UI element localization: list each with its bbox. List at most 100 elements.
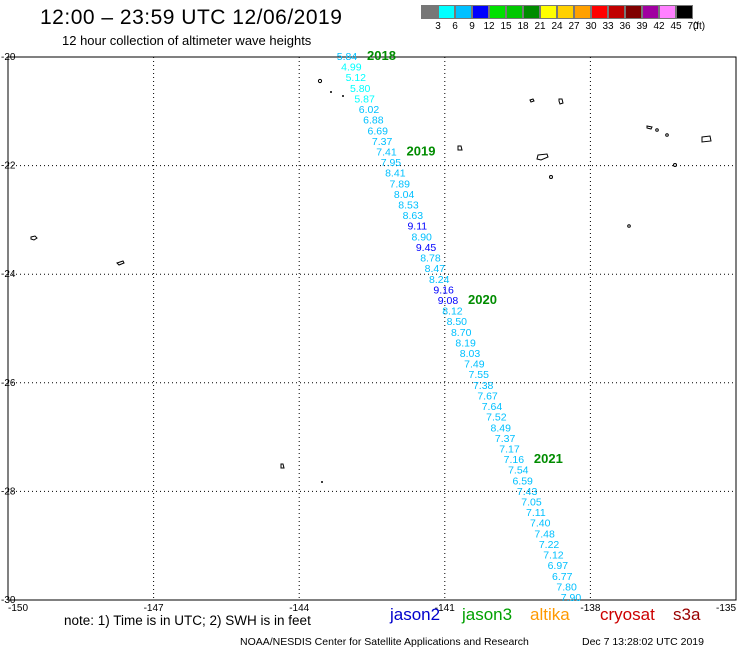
wave-height-value: 7.38 bbox=[473, 380, 494, 392]
wave-height-value: 5.87 bbox=[354, 93, 375, 105]
footer-credit: NOAA/NESDIS Center for Satellite Applica… bbox=[240, 636, 529, 648]
island bbox=[665, 133, 669, 137]
wave-height-value: 7.67 bbox=[477, 390, 498, 402]
wave-height-value: 9.16 bbox=[433, 284, 454, 296]
wave-height-value: 7.80 bbox=[556, 581, 577, 593]
island bbox=[457, 145, 463, 151]
x-tick-label: -150 bbox=[8, 603, 28, 614]
wave-height-value: 8.53 bbox=[398, 200, 419, 212]
island bbox=[549, 175, 553, 179]
footer-timestamp: Dec 7 13:28:02 UTC 2019 bbox=[582, 636, 704, 648]
legend-label: 30 bbox=[585, 21, 597, 32]
wave-height-value: 5.84 bbox=[337, 51, 358, 63]
legend-swatch bbox=[455, 5, 472, 19]
wave-height-value: 7.05 bbox=[521, 497, 542, 509]
legend-swatch bbox=[591, 5, 608, 19]
map-title: 12:00 – 23:59 UTC 12/06/2019 bbox=[40, 6, 343, 29]
wave-height-value: 8.19 bbox=[455, 337, 476, 349]
wave-height-value: 6.97 bbox=[548, 560, 569, 572]
island bbox=[116, 260, 125, 266]
wave-height-value: 7.43 bbox=[517, 486, 538, 498]
wave-height-value: 8.90 bbox=[411, 231, 432, 243]
x-tick-label: -135 bbox=[716, 603, 736, 614]
legend-label: 45 bbox=[670, 21, 682, 32]
legend-unit: (ft) bbox=[692, 21, 706, 32]
legend-swatch bbox=[438, 5, 455, 19]
wave-height-value: 9.08 bbox=[438, 295, 459, 307]
legend-label: 9 bbox=[469, 21, 475, 32]
legend-swatch bbox=[540, 5, 557, 19]
x-tick-label: -138 bbox=[580, 603, 600, 614]
x-tick-label: -144 bbox=[289, 603, 309, 614]
altimeter-track: 5.844.995.125.805.876.026.886.697.377.41… bbox=[337, 51, 582, 604]
island bbox=[627, 224, 631, 228]
island bbox=[330, 91, 332, 93]
satellite-name: altika bbox=[530, 605, 570, 624]
legend-label: 33 bbox=[602, 21, 614, 32]
wave-height-value: 7.64 bbox=[482, 401, 503, 413]
wave-height-value: 7.90 bbox=[561, 592, 582, 604]
legend-label: 6 bbox=[452, 21, 458, 32]
wave-height-value: 7.89 bbox=[389, 178, 410, 190]
wave-height-value: 7.95 bbox=[381, 157, 402, 169]
wave-height-value: 7.52 bbox=[486, 412, 507, 424]
wave-height-value: 5.80 bbox=[350, 83, 371, 95]
legend-swatch bbox=[625, 5, 642, 19]
legend-label: 21 bbox=[534, 21, 546, 32]
lat-lon-grid bbox=[7, 56, 737, 601]
wave-height-value: 8.47 bbox=[425, 263, 446, 275]
legend-swatch bbox=[506, 5, 523, 19]
x-tick-label: -147 bbox=[144, 603, 164, 614]
y-tick-label: -30 bbox=[1, 595, 16, 606]
y-tick-label: -26 bbox=[1, 378, 16, 389]
legend-swatch bbox=[642, 5, 659, 19]
island bbox=[30, 235, 38, 241]
legend-swatch bbox=[489, 5, 506, 19]
island bbox=[317, 78, 323, 84]
map-subtitle: 12 hour collection of altimeter wave hei… bbox=[62, 33, 312, 48]
wave-height-value: 8.04 bbox=[394, 189, 415, 201]
axis-tick-labels: -150 -147 -144 -141 -138 -135 -20 -22 -24 -26 -28 -… bbox=[1, 52, 736, 614]
wave-height-value: 8.70 bbox=[451, 327, 472, 339]
wave-height-value: 7.48 bbox=[534, 528, 555, 540]
wave-height-value: 8.63 bbox=[403, 210, 424, 222]
hour-label: 2019 bbox=[407, 143, 436, 158]
y-tick-label: -20 bbox=[1, 52, 16, 63]
legend-swatch bbox=[421, 5, 438, 19]
wave-height-value: 7.37 bbox=[495, 433, 516, 445]
wave-height-value: 7.22 bbox=[539, 539, 560, 551]
legend-labels: 3 6 9 12 15 18 21 24 27 30 33 36 39 42 45 70 (ft) bbox=[421, 19, 740, 33]
island bbox=[536, 153, 549, 161]
y-tick-label: -28 bbox=[1, 486, 16, 497]
hour-label: 2020 bbox=[468, 292, 497, 307]
island bbox=[280, 463, 285, 469]
wave-height-value: 7.54 bbox=[508, 465, 529, 477]
legend-label: 12 bbox=[483, 21, 495, 32]
wave-height-value: 7.16 bbox=[504, 454, 525, 466]
wave-height-value: 6.88 bbox=[363, 115, 384, 127]
wave-height-value: 7.41 bbox=[376, 146, 397, 158]
wave-height-value: 7.49 bbox=[464, 359, 485, 371]
wave-height-value: 7.11 bbox=[526, 507, 546, 519]
legend-label: 18 bbox=[517, 21, 529, 32]
wave-height-value: 5.12 bbox=[346, 72, 367, 84]
hour-label: 2021 bbox=[534, 451, 563, 466]
wave-height-legend: 3 6 9 12 15 18 21 24 27 30 33 36 39 42 45 70 (ft) bbox=[421, 5, 740, 33]
wave-height-value: 7.17 bbox=[499, 443, 520, 455]
wave-height-value: 4.99 bbox=[341, 62, 362, 74]
hour-label: 2018 bbox=[367, 48, 396, 63]
wave-height-value: 6.59 bbox=[512, 475, 533, 487]
legend-swatch bbox=[608, 5, 625, 19]
island bbox=[342, 95, 344, 97]
legend-label: 39 bbox=[636, 21, 648, 32]
legend-swatch bbox=[574, 5, 591, 19]
y-tick-label: -22 bbox=[1, 161, 16, 172]
satellite-name: cryosat bbox=[600, 605, 655, 624]
legend-swatch bbox=[659, 5, 676, 19]
wave-height-value: 9.11 bbox=[407, 221, 427, 233]
wave-height-value: 7.55 bbox=[469, 369, 490, 381]
wave-height-value: 8.78 bbox=[420, 253, 441, 265]
wave-height-value: 7.37 bbox=[372, 136, 393, 148]
island bbox=[701, 135, 712, 143]
